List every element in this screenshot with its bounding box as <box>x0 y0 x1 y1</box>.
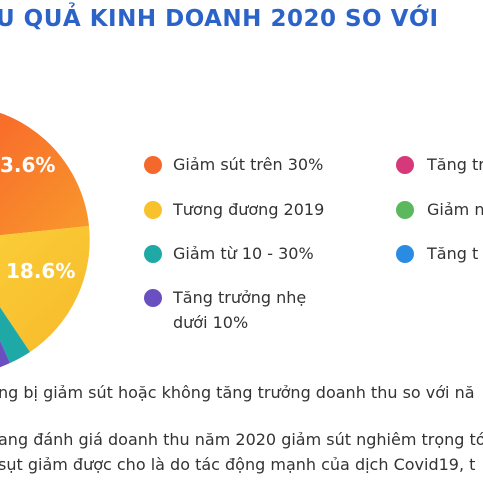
legend-text: Tăng t <box>427 244 479 263</box>
slice <box>0 307 30 363</box>
title: U QUẢ KINH DOANH 2020 SO VỚI <box>0 6 439 32</box>
legend-text: Giảm sút trên 30% <box>173 155 324 174</box>
body-text: sụt giảm được cho là do tác động mạnh củ… <box>0 455 476 474</box>
pie-label: 3.6% <box>0 153 55 177</box>
body-text: ang đánh giá doanh thu năm 2020 giảm sút… <box>0 430 483 449</box>
legend-dot <box>144 289 162 307</box>
legend-dot <box>396 245 414 263</box>
slice <box>0 340 10 368</box>
slice <box>0 226 90 352</box>
legend-text: Tăng trưởng nhẹ dưới 10% <box>173 288 307 332</box>
body-text: ng bị giảm sút hoặc không tăng trưởng do… <box>0 383 475 402</box>
legend-dot <box>144 156 162 174</box>
legend-text: Tương đương 2019 <box>173 200 325 219</box>
legend-dot <box>396 201 414 219</box>
slice <box>0 112 89 236</box>
pie-label: 18.6% <box>6 259 75 283</box>
legend-text: Giảm n <box>427 200 483 219</box>
legend-dot <box>144 245 162 263</box>
legend-text: Tăng tr <box>427 155 483 174</box>
legend-dot <box>396 156 414 174</box>
legend-text: Giảm từ 10 - 30% <box>173 244 314 263</box>
legend-dot <box>144 201 162 219</box>
